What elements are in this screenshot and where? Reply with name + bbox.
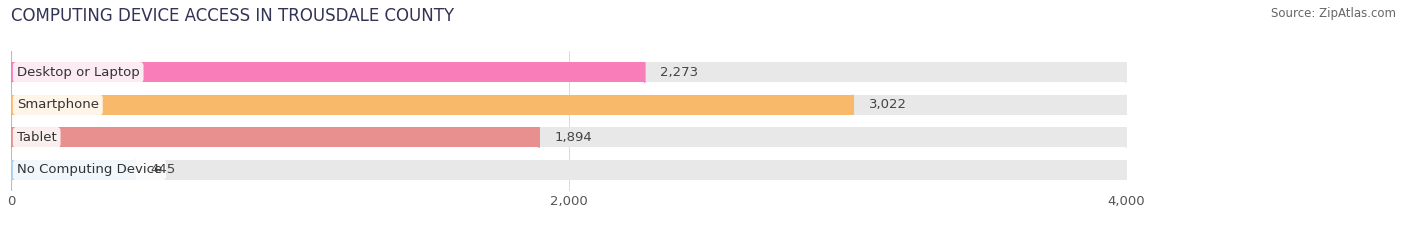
Text: No Computing Device: No Computing Device	[17, 163, 162, 176]
Text: 2,273: 2,273	[659, 66, 697, 79]
Text: 445: 445	[150, 163, 176, 176]
Text: Source: ZipAtlas.com: Source: ZipAtlas.com	[1271, 7, 1396, 20]
Bar	[11, 62, 644, 82]
Text: COMPUTING DEVICE ACCESS IN TROUSDALE COUNTY: COMPUTING DEVICE ACCESS IN TROUSDALE COU…	[11, 7, 454, 25]
Bar	[11, 160, 135, 180]
Bar	[11, 95, 1126, 115]
Text: 1,894: 1,894	[554, 131, 592, 144]
Text: Smartphone: Smartphone	[17, 98, 98, 111]
Bar	[11, 62, 1126, 82]
Bar	[11, 127, 1126, 147]
Bar	[11, 95, 853, 115]
Bar	[11, 160, 1126, 180]
Bar	[11, 127, 538, 147]
Text: 3,022: 3,022	[869, 98, 907, 111]
Text: Desktop or Laptop: Desktop or Laptop	[17, 66, 139, 79]
Text: Tablet: Tablet	[17, 131, 56, 144]
